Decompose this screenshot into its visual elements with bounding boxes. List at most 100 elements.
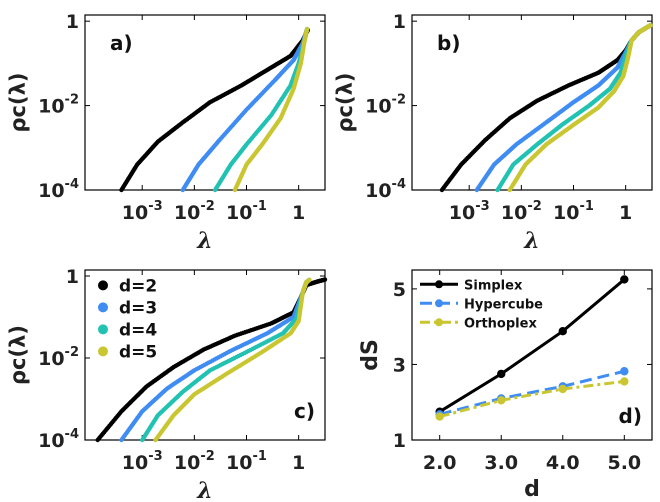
legend-label: Hypercube <box>464 297 543 312</box>
y-tick-base: 1 <box>66 266 79 288</box>
legend-marker <box>435 280 443 289</box>
y-tick-base: 1 <box>393 430 406 452</box>
legend-label: d=2 <box>119 276 157 296</box>
legend: d=2d=3d=4d=5 <box>98 276 157 362</box>
x-tick-label: 10-3 <box>449 199 490 224</box>
x-tick-label: 1 <box>619 202 632 224</box>
y-axis-label: ρc(λ) <box>333 73 357 133</box>
x-tick-base: 1 <box>292 202 305 224</box>
x-tick-label: 1 <box>292 202 305 224</box>
x-tick-base: 10 <box>449 202 475 224</box>
x-tick-label: 10-1 <box>226 449 267 474</box>
y-tick-exp: -4 <box>65 177 79 192</box>
panel-label: c) <box>294 399 315 423</box>
y-tick-label: 10-2 <box>38 93 79 118</box>
x-axis-label: λ <box>196 478 212 502</box>
series-3 <box>232 26 310 193</box>
y-tick-base: 10 <box>365 180 391 202</box>
legend-label: d=3 <box>119 298 157 318</box>
y-tick-label: 1 <box>66 266 79 288</box>
y-tick-label: 1 <box>393 430 406 452</box>
x-tick-base: 10 <box>122 452 148 474</box>
legend-label: d=4 <box>119 320 157 340</box>
x-tick-label: 5.0 <box>607 452 641 474</box>
y-tick-base: 1 <box>393 11 406 33</box>
y-tick-label: 10-4 <box>365 177 406 202</box>
x-tick-base: 1 <box>292 452 305 474</box>
data-point <box>620 275 629 284</box>
legend-marker <box>435 318 443 327</box>
y-tick-exp: -4 <box>65 427 79 442</box>
y-tick-exp: -2 <box>65 93 79 108</box>
legend-marker <box>98 346 108 357</box>
y-tick-label: 10-2 <box>38 345 79 370</box>
y-tick-base: 10 <box>38 348 64 370</box>
y-axis-label: dS <box>358 339 383 371</box>
data-point <box>322 277 328 282</box>
series-line <box>438 278 626 413</box>
series-2 <box>140 277 312 443</box>
x-tick-label: 10-1 <box>553 199 594 224</box>
data-point <box>307 277 312 283</box>
y-tick-label: 1 <box>393 11 406 33</box>
x-tick-exp: -1 <box>253 199 267 214</box>
panel-d: 2.0 3.0 4.0 5.0 1 3 5 d dS d) Simplex Hypercube Orth… <box>358 269 653 502</box>
y-tick-base: 10 <box>38 430 64 452</box>
x-tick-label: 10-2 <box>174 199 215 224</box>
series-line <box>439 379 625 419</box>
x-tick-exp: -2 <box>200 449 214 464</box>
panel-label: d) <box>619 404 642 428</box>
x-axis-label: λ <box>196 228 212 254</box>
y-tick-exp: -4 <box>392 177 406 192</box>
axes-frame <box>411 14 653 191</box>
axes-frame <box>84 269 326 441</box>
y-tick-exp: -2 <box>392 93 406 108</box>
y-tick-label: 1 <box>66 11 79 33</box>
legend: Simplex Hypercube Orthoplex <box>420 278 543 331</box>
y-tick-label: 10-2 <box>365 93 406 118</box>
x-tick-exp: -2 <box>200 199 214 214</box>
x-tick-base: 10 <box>122 202 148 224</box>
x-tick-base: 10 <box>174 452 200 474</box>
axes-frame <box>84 14 326 191</box>
x-tick-base: 1 <box>619 202 632 224</box>
x-tick-label: 10-1 <box>226 199 267 224</box>
series-0 <box>439 23 653 193</box>
y-tick-label: 5 <box>393 279 406 301</box>
data-point <box>497 369 506 379</box>
data-point <box>620 367 629 376</box>
legend-label: Simplex <box>464 278 523 293</box>
x-tick-label: 2.0 <box>423 452 457 474</box>
y-axis-label: ρc(λ) <box>6 325 30 385</box>
x-tick-exp: -3 <box>148 449 162 464</box>
x-tick-base: 10 <box>501 202 527 224</box>
data-point <box>620 377 629 386</box>
legend-label: Orthoplex <box>464 316 537 331</box>
legend-marker <box>98 302 108 313</box>
x-tick-label: 10-2 <box>501 199 542 224</box>
x-tick-label: 10-3 <box>122 199 163 224</box>
legend-label: d=5 <box>119 342 157 362</box>
data-point <box>648 23 653 28</box>
data-point <box>304 26 310 32</box>
y-tick-label: 10-4 <box>38 177 79 202</box>
x-tick-base: 10 <box>174 202 200 224</box>
x-tick-exp: -3 <box>148 199 162 214</box>
data-point <box>435 412 444 421</box>
y-tick-base: 10 <box>365 96 391 118</box>
y-tick-label: 3 <box>393 354 406 376</box>
data-point <box>558 384 567 394</box>
legend-marker <box>98 324 108 335</box>
legend-marker <box>435 299 443 308</box>
panel-label: b) <box>437 31 460 55</box>
x-tick-exp: -3 <box>475 199 489 214</box>
x-tick-base: 10 <box>553 202 579 224</box>
x-tick-label: 10-3 <box>122 449 163 474</box>
series-line <box>439 369 625 416</box>
x-tick-base: 10 <box>226 202 252 224</box>
panel-label: a) <box>110 31 133 55</box>
axes-frame <box>411 269 653 441</box>
x-tick-exp: -1 <box>253 449 267 464</box>
x-tick-label: 4.0 <box>546 452 580 474</box>
